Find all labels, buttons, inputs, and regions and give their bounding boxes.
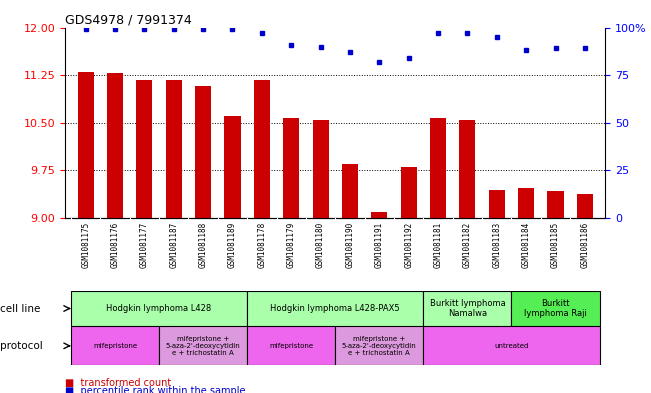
Bar: [371, 212, 387, 218]
Bar: [547, 191, 564, 218]
Text: GSM1081192: GSM1081192: [404, 222, 413, 268]
Text: GSM1081177: GSM1081177: [140, 222, 149, 268]
Text: GSM1081189: GSM1081189: [228, 222, 237, 268]
Bar: [165, 80, 182, 218]
Bar: [247, 326, 335, 365]
Text: untreated: untreated: [494, 343, 529, 349]
Text: cell line: cell line: [0, 303, 40, 314]
Text: GSM1081185: GSM1081185: [551, 222, 560, 268]
Bar: [254, 80, 270, 218]
Text: GSM1081176: GSM1081176: [111, 222, 120, 268]
Bar: [489, 189, 505, 218]
Bar: [159, 326, 247, 365]
Bar: [77, 72, 94, 218]
Text: mifepristone +
5-aza-2'-deoxycytidin
e + trichostatin A: mifepristone + 5-aza-2'-deoxycytidin e +…: [342, 336, 417, 356]
Bar: [225, 116, 241, 218]
Bar: [423, 326, 600, 365]
Text: Hodgkin lymphoma L428-PAX5: Hodgkin lymphoma L428-PAX5: [270, 304, 400, 313]
Bar: [71, 291, 247, 326]
Text: mifepristone: mifepristone: [269, 343, 313, 349]
Text: protocol: protocol: [0, 341, 43, 351]
Text: GSM1081181: GSM1081181: [434, 222, 443, 268]
Bar: [312, 119, 329, 218]
Bar: [577, 194, 593, 218]
Bar: [283, 118, 299, 218]
Bar: [460, 119, 475, 218]
Text: GSM1081182: GSM1081182: [463, 222, 472, 268]
Bar: [400, 167, 417, 218]
Bar: [71, 326, 159, 365]
Bar: [335, 326, 423, 365]
Text: Burkitt lymphoma
Namalwa: Burkitt lymphoma Namalwa: [430, 299, 505, 318]
Text: Hodgkin lymphoma L428: Hodgkin lymphoma L428: [107, 304, 212, 313]
Text: GDS4978 / 7991374: GDS4978 / 7991374: [65, 13, 192, 26]
Bar: [136, 80, 152, 218]
Bar: [195, 86, 211, 218]
Text: GSM1081188: GSM1081188: [199, 222, 208, 268]
Text: GSM1081175: GSM1081175: [81, 222, 90, 268]
Text: ■  transformed count: ■ transformed count: [65, 378, 171, 388]
Text: GSM1081179: GSM1081179: [286, 222, 296, 268]
Text: mifepristone +
5-aza-2'-deoxycytidin
e + trichostatin A: mifepristone + 5-aza-2'-deoxycytidin e +…: [166, 336, 240, 356]
Text: GSM1081191: GSM1081191: [375, 222, 384, 268]
Bar: [247, 291, 423, 326]
Text: Burkitt
lymphoma Raji: Burkitt lymphoma Raji: [524, 299, 587, 318]
Bar: [518, 188, 534, 218]
Bar: [107, 73, 123, 218]
Bar: [430, 118, 446, 218]
Bar: [342, 164, 358, 218]
Text: ■  percentile rank within the sample: ■ percentile rank within the sample: [65, 386, 245, 393]
Text: GSM1081190: GSM1081190: [346, 222, 354, 268]
Text: mifepristone: mifepristone: [93, 343, 137, 349]
Text: GSM1081184: GSM1081184: [521, 222, 531, 268]
Text: GSM1081187: GSM1081187: [169, 222, 178, 268]
Bar: [423, 291, 512, 326]
Text: GSM1081183: GSM1081183: [492, 222, 501, 268]
Bar: [512, 291, 600, 326]
Text: GSM1081180: GSM1081180: [316, 222, 325, 268]
Text: GSM1081186: GSM1081186: [581, 222, 589, 268]
Text: GSM1081178: GSM1081178: [257, 222, 266, 268]
